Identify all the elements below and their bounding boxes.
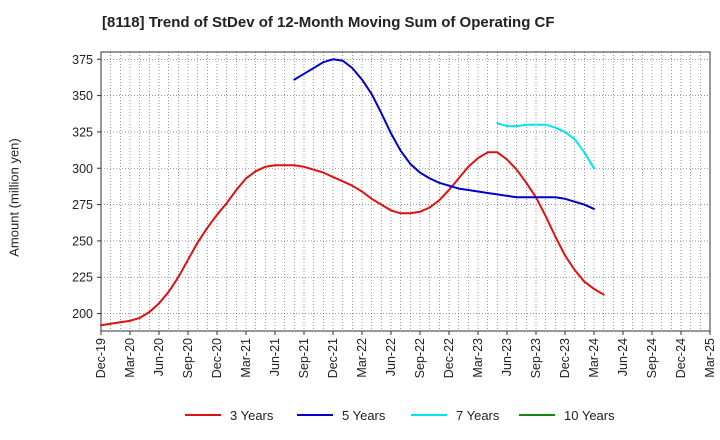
legend-label-10-years: 10 Years xyxy=(564,407,615,423)
grid xyxy=(100,52,711,331)
y-tick-label: 250 xyxy=(72,234,93,248)
x-tick-label: Jun-21 xyxy=(268,338,282,376)
x-tick-label: Sep-21 xyxy=(297,338,311,378)
x-tick-label: Dec-19 xyxy=(94,338,108,378)
y-tick-label: 225 xyxy=(72,271,93,285)
chart-title: [8118] Trend of StDev of 12-Month Moving… xyxy=(102,14,555,31)
legend-label-5-years: 5 Years xyxy=(342,407,386,423)
legend-swatch-7-years xyxy=(411,414,447,416)
series-lines xyxy=(100,58,605,327)
x-tick-label: Sep-22 xyxy=(413,338,427,378)
legend-item-3-years: 3 Years xyxy=(185,405,273,425)
legend-item-5-years: 5 Years xyxy=(297,405,385,425)
legend-label-7-years: 7 Years xyxy=(456,407,500,423)
series-line-5-years xyxy=(293,58,595,210)
x-tick-label: Sep-20 xyxy=(181,338,195,378)
y-tick-label: 200 xyxy=(72,307,93,321)
legend-item-10-years: 10 Years xyxy=(519,405,615,425)
x-tick-label: Sep-24 xyxy=(645,338,659,378)
x-tick-label: Dec-23 xyxy=(558,338,572,378)
y-tick-label: 375 xyxy=(72,53,93,67)
plot-area xyxy=(100,51,711,332)
series-line-3-years xyxy=(100,151,605,327)
y-tick-label: 350 xyxy=(72,89,93,103)
x-tick-label: Dec-20 xyxy=(210,338,224,378)
legend-swatch-5-years xyxy=(297,414,333,416)
x-tick-label: Mar-23 xyxy=(471,338,485,378)
x-tick-label: Mar-25 xyxy=(703,338,717,378)
y-axis: 200 225 250 275 300 325 350 375 xyxy=(72,53,101,321)
y-tick-label: 275 xyxy=(72,198,93,212)
x-tick-label: Mar-21 xyxy=(239,338,253,378)
x-tick-label: Sep-23 xyxy=(529,338,543,378)
legend: 3 Years 5 Years 7 Years 10 Years xyxy=(0,405,720,425)
x-tick-label: Mar-20 xyxy=(123,338,137,378)
x-tick-label: Dec-21 xyxy=(326,338,340,378)
legend-item-7-years: 7 Years xyxy=(411,405,499,425)
x-tick-label: Jun-20 xyxy=(152,338,166,376)
legend-swatch-3-years xyxy=(185,414,221,416)
x-tick-label: Jun-24 xyxy=(616,338,630,376)
legend-swatch-10-years xyxy=(519,414,555,416)
legend-label-3-years: 3 Years xyxy=(230,407,274,423)
x-tick-label: Mar-24 xyxy=(587,338,601,378)
y-tick-label: 300 xyxy=(72,162,93,176)
y-tick-label: 325 xyxy=(72,125,93,139)
x-tick-label: Dec-22 xyxy=(442,338,456,378)
x-tick-label: Mar-22 xyxy=(355,338,369,378)
series-line-7-years xyxy=(496,122,595,170)
x-tick-label: Jun-22 xyxy=(384,338,398,376)
x-tick-label: Dec-24 xyxy=(674,338,688,378)
x-axis: Dec-19 Mar-20 Jun-20 Sep-20 Dec-20 Mar-21 Jun-… xyxy=(94,331,717,378)
x-tick-label: Jun-23 xyxy=(500,338,514,376)
